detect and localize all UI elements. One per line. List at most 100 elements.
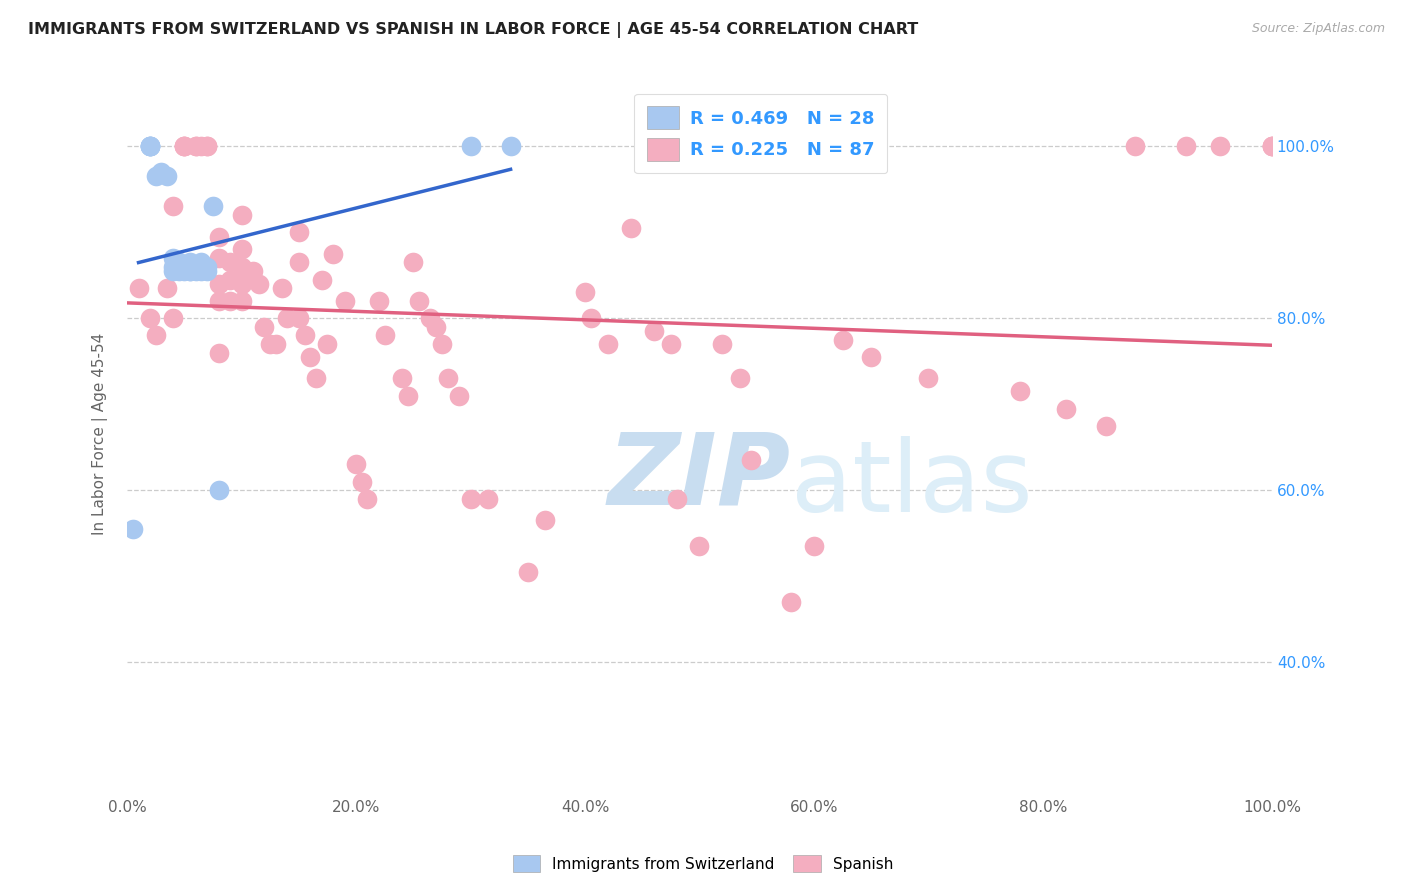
Point — [173, 139, 195, 153]
Point — [1261, 139, 1284, 153]
Point — [350, 475, 373, 489]
Point — [711, 337, 734, 351]
Point — [179, 255, 201, 269]
Point — [1175, 139, 1198, 153]
Point — [276, 311, 298, 326]
Point — [208, 293, 231, 308]
Point — [179, 264, 201, 278]
Point — [264, 337, 287, 351]
Point — [374, 328, 396, 343]
Point — [195, 260, 218, 274]
Point — [408, 293, 430, 308]
Point — [195, 264, 218, 278]
Point — [173, 139, 195, 153]
Point — [299, 350, 322, 364]
Point — [596, 337, 619, 351]
Point — [173, 260, 195, 274]
Point — [139, 311, 162, 326]
Point — [288, 225, 311, 239]
Point — [402, 255, 425, 269]
Text: IMMIGRANTS FROM SWITZERLAND VS SPANISH IN LABOR FORCE | AGE 45-54 CORRELATION CH: IMMIGRANTS FROM SWITZERLAND VS SPANISH I… — [28, 22, 918, 38]
Point — [208, 345, 231, 359]
Point — [499, 139, 522, 153]
Point — [247, 277, 270, 291]
Point — [780, 595, 803, 609]
Point — [231, 293, 253, 308]
Point — [860, 350, 883, 364]
Y-axis label: In Labor Force | Age 45-54: In Labor Force | Age 45-54 — [93, 334, 108, 535]
Point — [665, 491, 688, 506]
Point — [430, 337, 453, 351]
Point — [184, 139, 207, 153]
Point — [1095, 418, 1118, 433]
Point — [659, 337, 682, 351]
Point — [460, 491, 482, 506]
Point — [344, 458, 367, 472]
Point — [449, 389, 471, 403]
Point — [201, 199, 224, 213]
Point — [128, 281, 150, 295]
Point — [728, 371, 751, 385]
Legend: Immigrants from Switzerland, Spanish: Immigrants from Switzerland, Spanish — [505, 847, 901, 880]
Point — [917, 371, 939, 385]
Point — [162, 264, 184, 278]
Point — [391, 371, 413, 385]
Point — [242, 264, 264, 278]
Point — [121, 522, 143, 536]
Point — [145, 328, 167, 343]
Point — [195, 139, 218, 153]
Point — [1054, 401, 1077, 416]
Point — [288, 311, 311, 326]
Point — [1261, 139, 1284, 153]
Point — [139, 139, 162, 153]
Point — [208, 229, 231, 244]
Point — [184, 139, 207, 153]
Point — [740, 453, 762, 467]
Point — [689, 539, 711, 553]
Point — [139, 139, 162, 153]
Point — [1209, 139, 1232, 153]
Point — [460, 139, 482, 153]
Point — [270, 281, 292, 295]
Point — [333, 293, 356, 308]
Point — [184, 260, 207, 274]
Point — [173, 139, 195, 153]
Point — [356, 491, 378, 506]
Point — [231, 277, 253, 291]
Point — [259, 337, 281, 351]
Point — [208, 483, 231, 498]
Text: Source: ZipAtlas.com: Source: ZipAtlas.com — [1251, 22, 1385, 36]
Point — [288, 255, 311, 269]
Point — [803, 539, 825, 553]
Point — [162, 251, 184, 265]
Point — [219, 293, 242, 308]
Point — [179, 264, 201, 278]
Point — [190, 264, 212, 278]
Point — [477, 491, 499, 506]
Point — [150, 165, 173, 179]
Point — [162, 199, 184, 213]
Point — [195, 139, 218, 153]
Point — [231, 243, 253, 257]
Point — [167, 264, 190, 278]
Point — [1008, 384, 1031, 399]
Point — [219, 272, 242, 286]
Point — [311, 272, 333, 286]
Point — [1261, 139, 1284, 153]
Point — [579, 311, 602, 326]
Point — [167, 255, 190, 269]
Point — [322, 246, 344, 260]
Point — [190, 139, 212, 153]
Point — [1123, 139, 1146, 153]
Legend: R = 0.469   N = 28, R = 0.225   N = 87: R = 0.469 N = 28, R = 0.225 N = 87 — [634, 94, 887, 173]
Point — [516, 565, 538, 579]
Point — [139, 139, 162, 153]
Point — [368, 293, 391, 308]
Point — [231, 208, 253, 222]
Point — [316, 337, 339, 351]
Point — [184, 264, 207, 278]
Text: atlas: atlas — [792, 436, 1032, 533]
Point — [419, 311, 441, 326]
Point — [231, 260, 253, 274]
Point — [162, 260, 184, 274]
